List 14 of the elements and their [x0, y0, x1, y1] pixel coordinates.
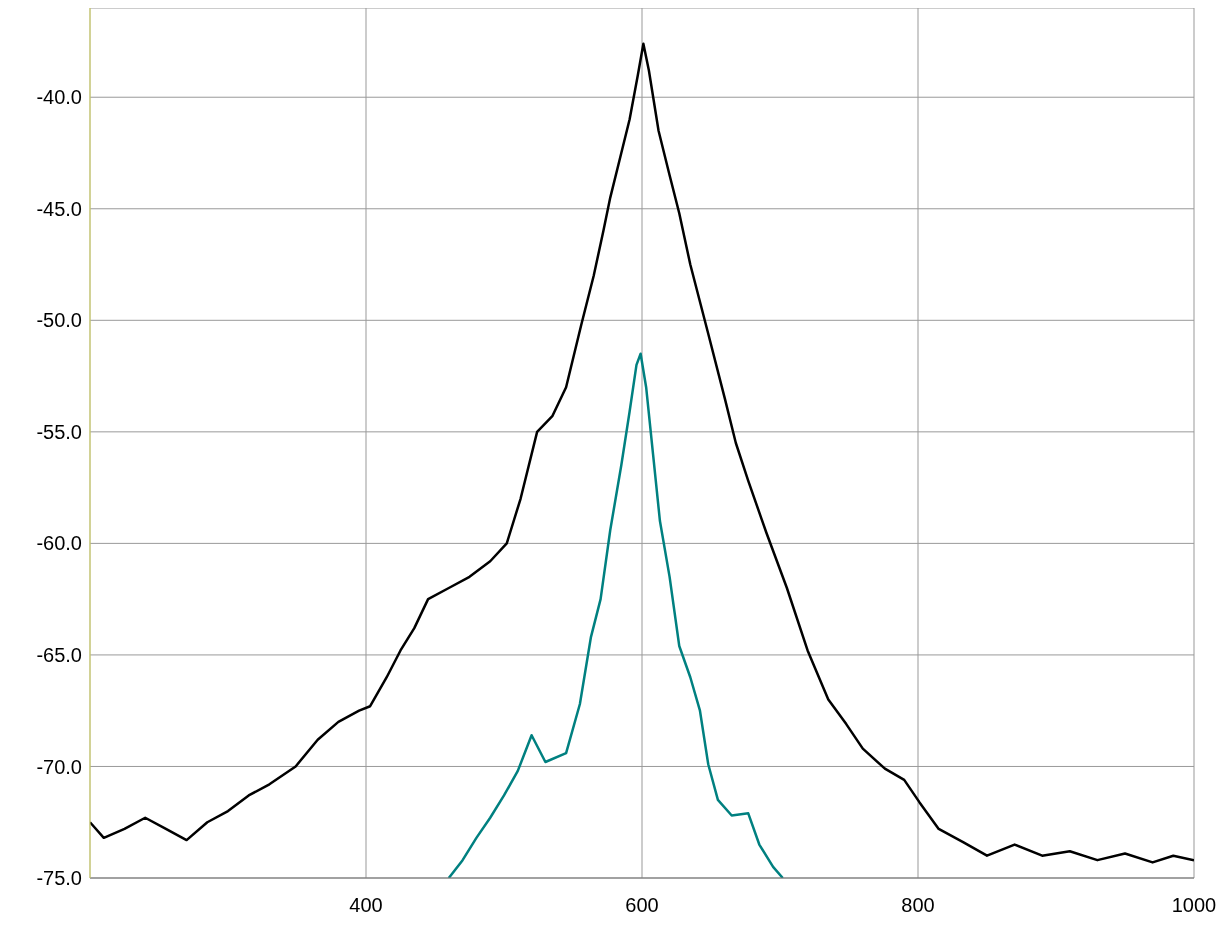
line-series	[90, 42, 1194, 864]
y-tick-label: -75.0	[36, 867, 82, 890]
y-tick-label: -65.0	[36, 644, 82, 667]
line-series	[447, 352, 785, 878]
y-tick-label: -60.0	[36, 532, 82, 555]
y-tick-label: -45.0	[36, 197, 82, 220]
y-tick-label: -50.0	[36, 309, 82, 332]
x-tick-label: 800	[901, 894, 935, 917]
x-tick-label: 600	[625, 894, 659, 917]
x-tick-label: 1000	[1171, 894, 1217, 917]
y-tick-label: -55.0	[36, 420, 82, 443]
x-tick-label: 400	[349, 894, 383, 917]
y-tick-label: -40.0	[36, 86, 82, 109]
y-tick-label: -70.0	[36, 755, 82, 778]
